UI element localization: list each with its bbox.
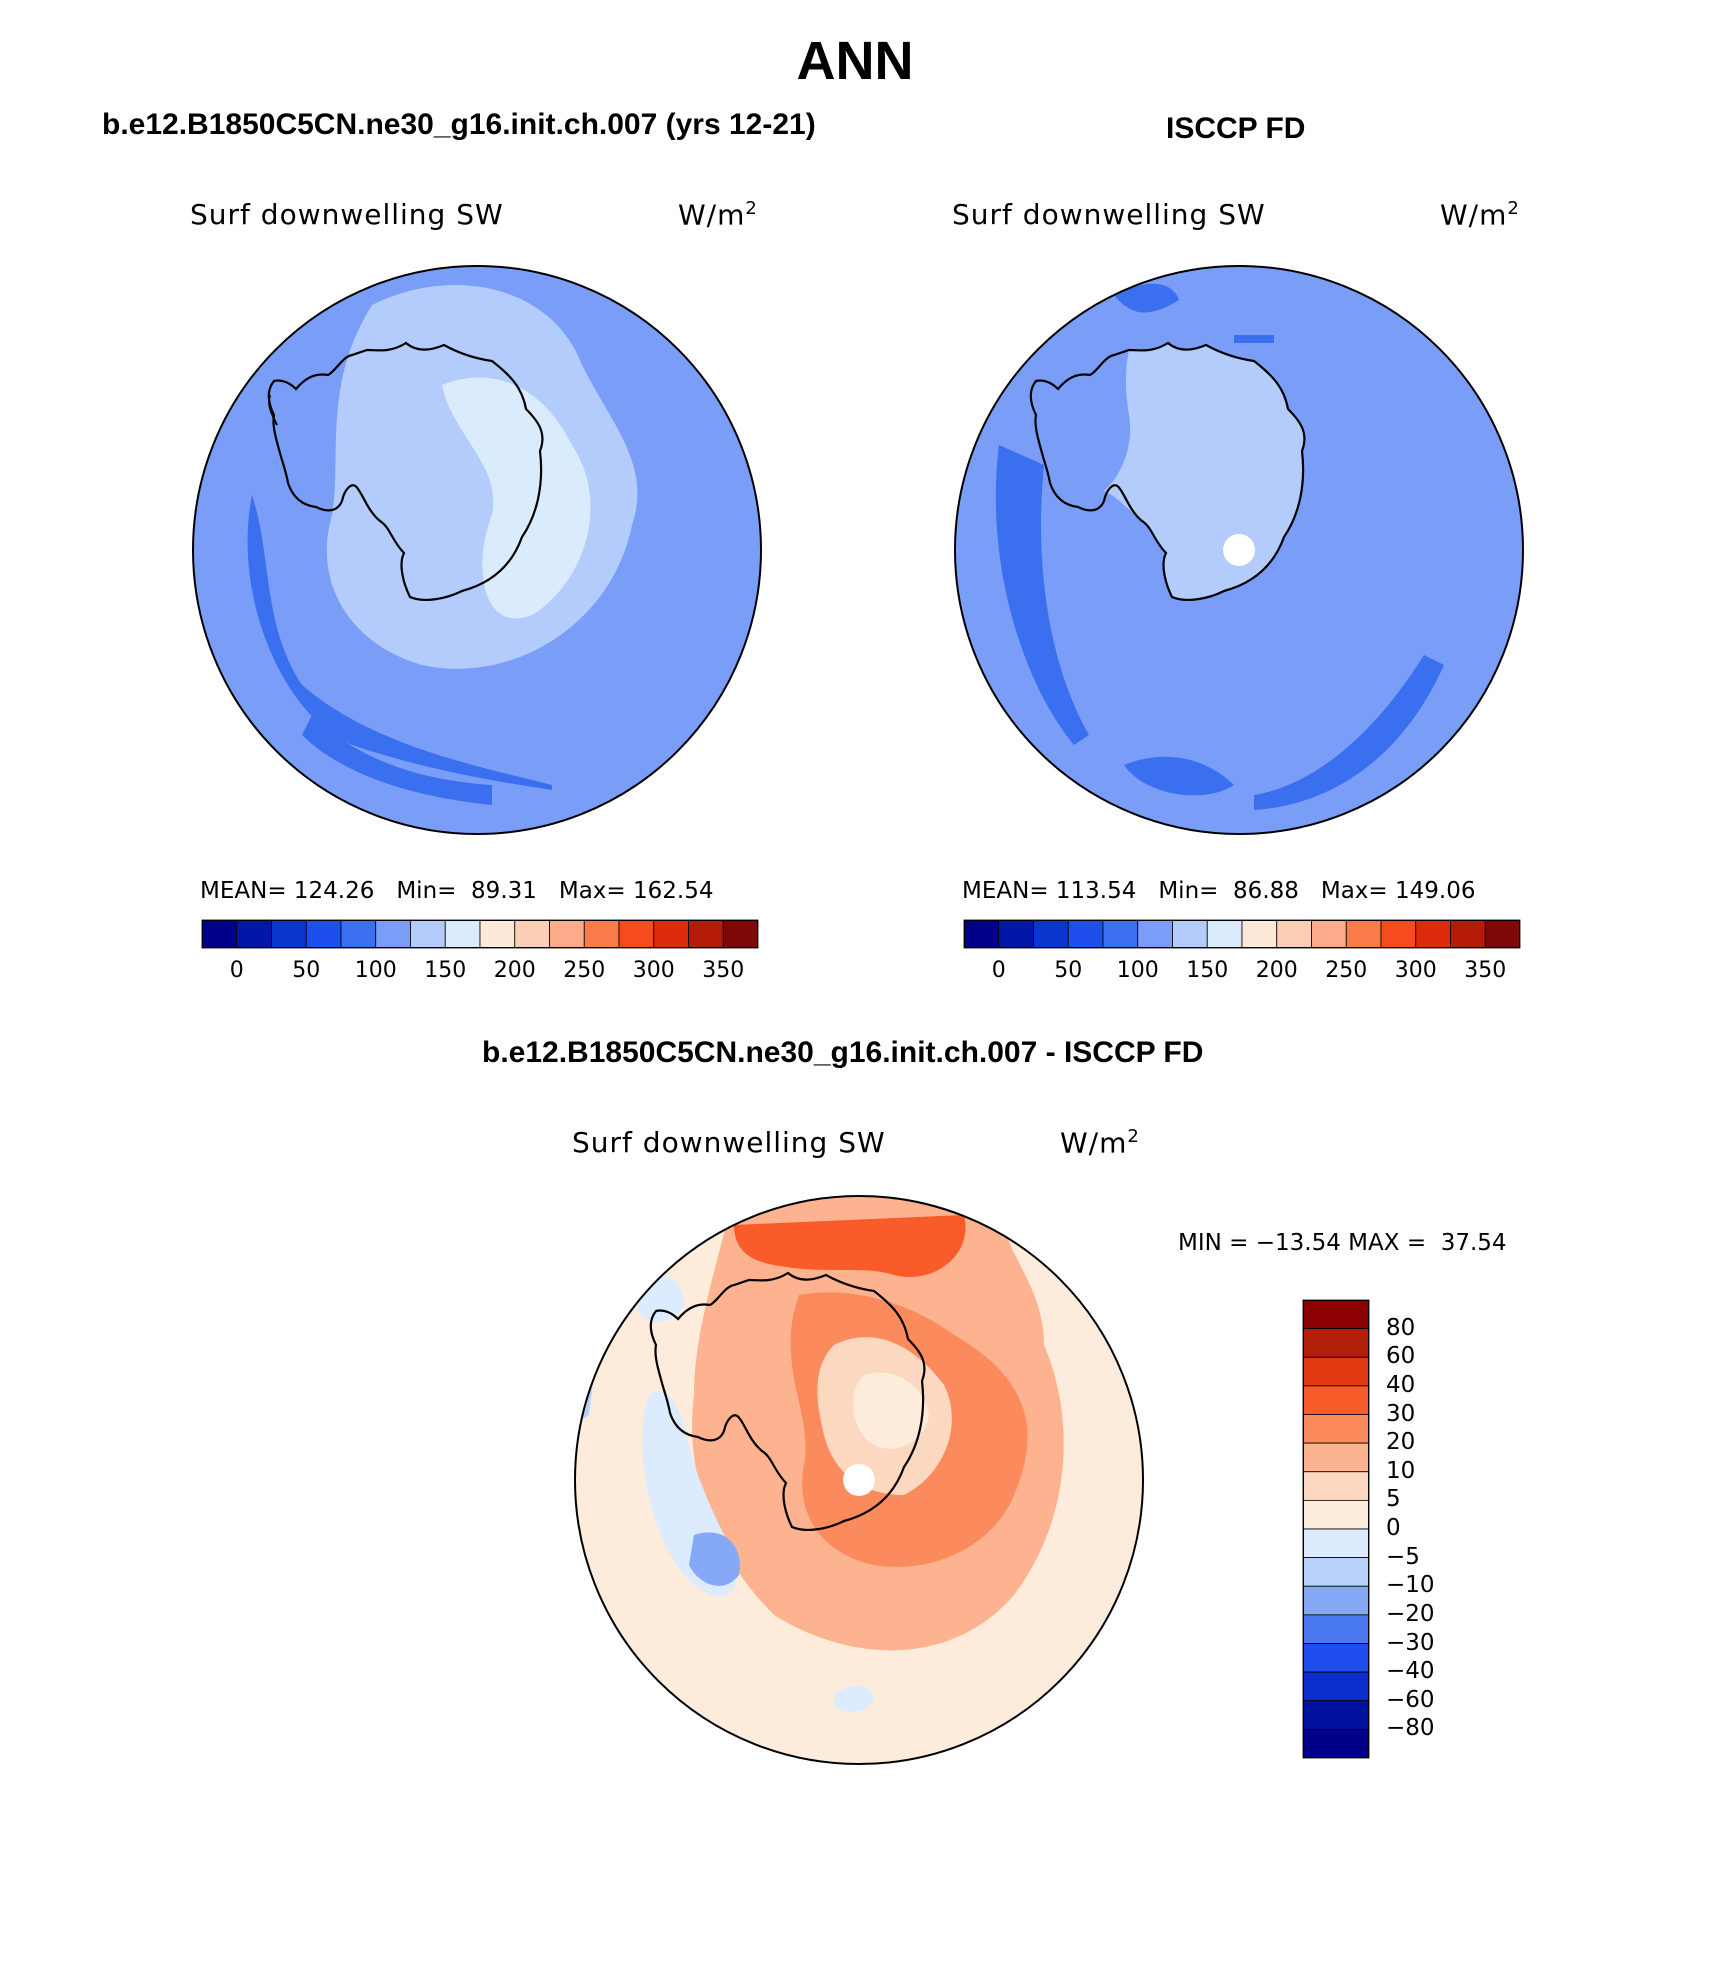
panel2-map xyxy=(954,265,1524,835)
diff-units: W/m2 xyxy=(1060,1126,1140,1160)
colorbar-swatch xyxy=(1302,1471,1370,1501)
colorbar-tick-label: 250 xyxy=(563,958,606,983)
colorbar-swatch xyxy=(271,919,307,949)
panel2-title: ISCCP FD xyxy=(1166,112,1306,145)
colorbar-swatch xyxy=(998,919,1034,949)
colorbar-swatch xyxy=(1302,1442,1370,1473)
colorbar-swatch xyxy=(549,919,585,949)
colorbar-tick-label: −80 xyxy=(1386,1715,1435,1742)
colorbar-swatch xyxy=(1276,919,1312,949)
colorbar-tick-label: −60 xyxy=(1386,1686,1435,1713)
colorbar-swatch xyxy=(479,919,516,949)
colorbar-swatch xyxy=(722,919,759,949)
colorbar-swatch xyxy=(1302,1528,1370,1559)
panel2-stats: MEAN= 113.54 Min= 86.88 Max= 149.06 xyxy=(962,878,1476,904)
colorbar-swatch xyxy=(1172,919,1208,949)
colorbar-swatch xyxy=(1450,919,1486,949)
colorbar-swatch xyxy=(963,919,1000,949)
colorbar-swatch xyxy=(1102,919,1139,949)
panel2-variable: Surf downwelling SW xyxy=(952,198,1266,231)
colorbar-swatch xyxy=(410,919,446,949)
colorbar-tick-label: 350 xyxy=(1464,958,1507,983)
colorbar-swatch xyxy=(618,919,655,949)
colorbar-tick-label: −20 xyxy=(1386,1600,1435,1627)
colorbar-swatch xyxy=(583,919,620,949)
panel1-title: b.e12.B1850C5CN.ne30_g16.init.ch.007 (yr… xyxy=(102,108,816,141)
colorbar-tick-label: −10 xyxy=(1386,1572,1435,1599)
panel1-variable: Surf downwelling SW xyxy=(190,198,504,231)
colorbar-tick-label: −30 xyxy=(1386,1629,1435,1656)
panel1-stats: MEAN= 124.26 Min= 89.31 Max= 162.54 xyxy=(200,878,714,904)
colorbar-swatch xyxy=(1302,1643,1370,1673)
colorbar-swatch xyxy=(1345,919,1382,949)
colorbar-swatch xyxy=(1302,1356,1370,1387)
colorbar-tick-label: 5 xyxy=(1386,1486,1401,1513)
colorbar-swatch xyxy=(1067,919,1104,949)
colorbar-swatch xyxy=(1137,919,1173,949)
colorbar-swatch xyxy=(1302,1299,1370,1330)
colorbar-swatch xyxy=(1311,919,1347,949)
colorbar-swatch xyxy=(1302,1671,1370,1702)
colorbar-swatch xyxy=(1302,1614,1370,1644)
colorbar-swatch xyxy=(444,919,481,949)
panel1-colorbar xyxy=(201,919,759,949)
colorbar-tick-label: 200 xyxy=(1255,958,1298,983)
colorbar-tick-label: 300 xyxy=(1394,958,1437,983)
colorbar-tick-label: −5 xyxy=(1386,1543,1420,1570)
colorbar-swatch xyxy=(236,919,272,949)
colorbar-tick-label: 150 xyxy=(424,958,467,983)
colorbar-tick-label: 80 xyxy=(1386,1314,1416,1341)
colorbar-tick-label: 50 xyxy=(292,958,321,983)
page-title: ANN xyxy=(796,31,914,91)
colorbar-swatch xyxy=(1302,1700,1370,1730)
colorbar-tick-label: 50 xyxy=(1054,958,1083,983)
colorbar-tick-label: 30 xyxy=(1386,1400,1416,1427)
colorbar-swatch xyxy=(1302,1385,1370,1415)
colorbar-swatch xyxy=(1033,919,1069,949)
colorbar-swatch xyxy=(375,919,411,949)
colorbar-tick-label: 100 xyxy=(354,958,397,983)
panel1-map xyxy=(192,265,762,835)
diff-variable: Surf downwelling SW xyxy=(572,1126,886,1159)
colorbar-swatch xyxy=(1302,1499,1370,1530)
colorbar-swatch xyxy=(305,919,342,949)
colorbar-swatch xyxy=(1380,919,1417,949)
colorbar-swatch xyxy=(340,919,377,949)
colorbar-tick-label: 200 xyxy=(493,958,536,983)
colorbar-swatch xyxy=(514,919,550,949)
colorbar-tick-label: 350 xyxy=(702,958,745,983)
colorbar-tick-label: 40 xyxy=(1386,1371,1416,1398)
diff-colorbar xyxy=(1302,1299,1370,1759)
colorbar-tick-label: 100 xyxy=(1116,958,1159,983)
colorbar-tick-label: 300 xyxy=(632,958,675,983)
diff-stats: MIN = −13.54 MAX = 37.54 xyxy=(1178,1230,1507,1256)
colorbar-tick-label: 0 xyxy=(1386,1515,1401,1541)
colorbar-swatch xyxy=(1206,919,1243,949)
colorbar-tick-label: 10 xyxy=(1386,1457,1416,1484)
colorbar-swatch xyxy=(1415,919,1451,949)
colorbar-tick-label: 20 xyxy=(1386,1429,1416,1456)
colorbar-swatch xyxy=(1241,919,1278,949)
colorbar-swatch xyxy=(1302,1328,1370,1358)
colorbar-tick-label: −40 xyxy=(1386,1658,1435,1685)
colorbar-swatch xyxy=(688,919,724,949)
colorbar-swatch xyxy=(1302,1557,1370,1587)
colorbar-tick-label: 60 xyxy=(1386,1343,1416,1370)
colorbar-swatch xyxy=(1302,1585,1370,1616)
panel1-units: W/m2 xyxy=(678,198,758,232)
colorbar-swatch xyxy=(1302,1728,1370,1759)
colorbar-swatch xyxy=(1302,1414,1370,1444)
diff-title: b.e12.B1850C5CN.ne30_g16.init.ch.007 - I… xyxy=(482,1036,1204,1069)
colorbar-tick-label: 150 xyxy=(1186,958,1229,983)
colorbar-tick-label: 250 xyxy=(1325,958,1368,983)
colorbar-tick-label: 0 xyxy=(991,958,1006,983)
panel2-units: W/m2 xyxy=(1440,198,1520,232)
colorbar-swatch xyxy=(201,919,238,949)
colorbar-swatch xyxy=(1484,919,1521,949)
colorbar-tick-label: 0 xyxy=(229,958,244,983)
diff-map xyxy=(574,1195,1144,1765)
panel2-colorbar xyxy=(963,919,1521,949)
colorbar-swatch xyxy=(653,919,689,949)
